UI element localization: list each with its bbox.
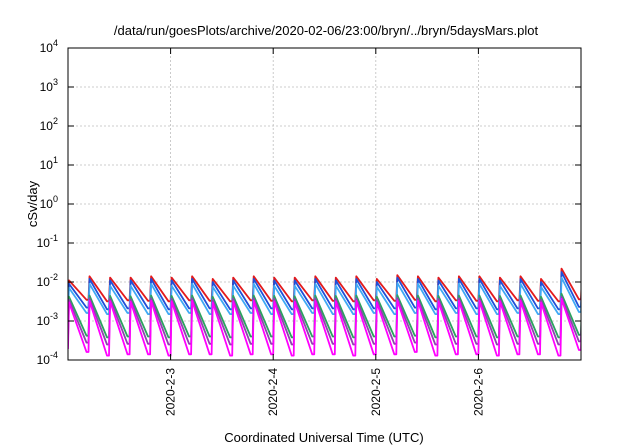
y-axis-label: cSv/day (25, 180, 40, 227)
y-tick-label: 10-4 (37, 350, 58, 367)
y-tick-label: 104 (40, 38, 58, 55)
y-tick-label: 100 (40, 194, 58, 211)
x-tick-label: 2020-2-3 (164, 368, 178, 416)
x-axis: 2020-2-3 2020-2-4 2020-2-5 2020-2-6 (164, 48, 485, 416)
y-tick-label: 10-3 (37, 311, 58, 328)
series-line (68, 276, 581, 315)
y-tick-label: 10-1 (37, 233, 58, 250)
chart-title: /data/run/goesPlots/archive/2020-02-06/2… (114, 23, 539, 38)
x-tick-label: 2020-2-4 (266, 368, 280, 416)
x-tick-label: 2020-2-5 (369, 368, 383, 416)
y-tick-label: 103 (40, 77, 58, 94)
x-axis-label: Coordinated Universal Time (UTC) (224, 430, 423, 445)
y-tick-label: 102 (40, 116, 58, 133)
x-tick-label: 2020-2-6 (471, 368, 485, 416)
y-axis: 10-4 10-3 10-2 10-1 100 101 102 103 104 (37, 38, 581, 367)
series-group (68, 267, 581, 357)
y-tick-label: 101 (40, 155, 58, 172)
series-line (68, 297, 581, 357)
y-tick-label: 10-2 (37, 272, 58, 289)
